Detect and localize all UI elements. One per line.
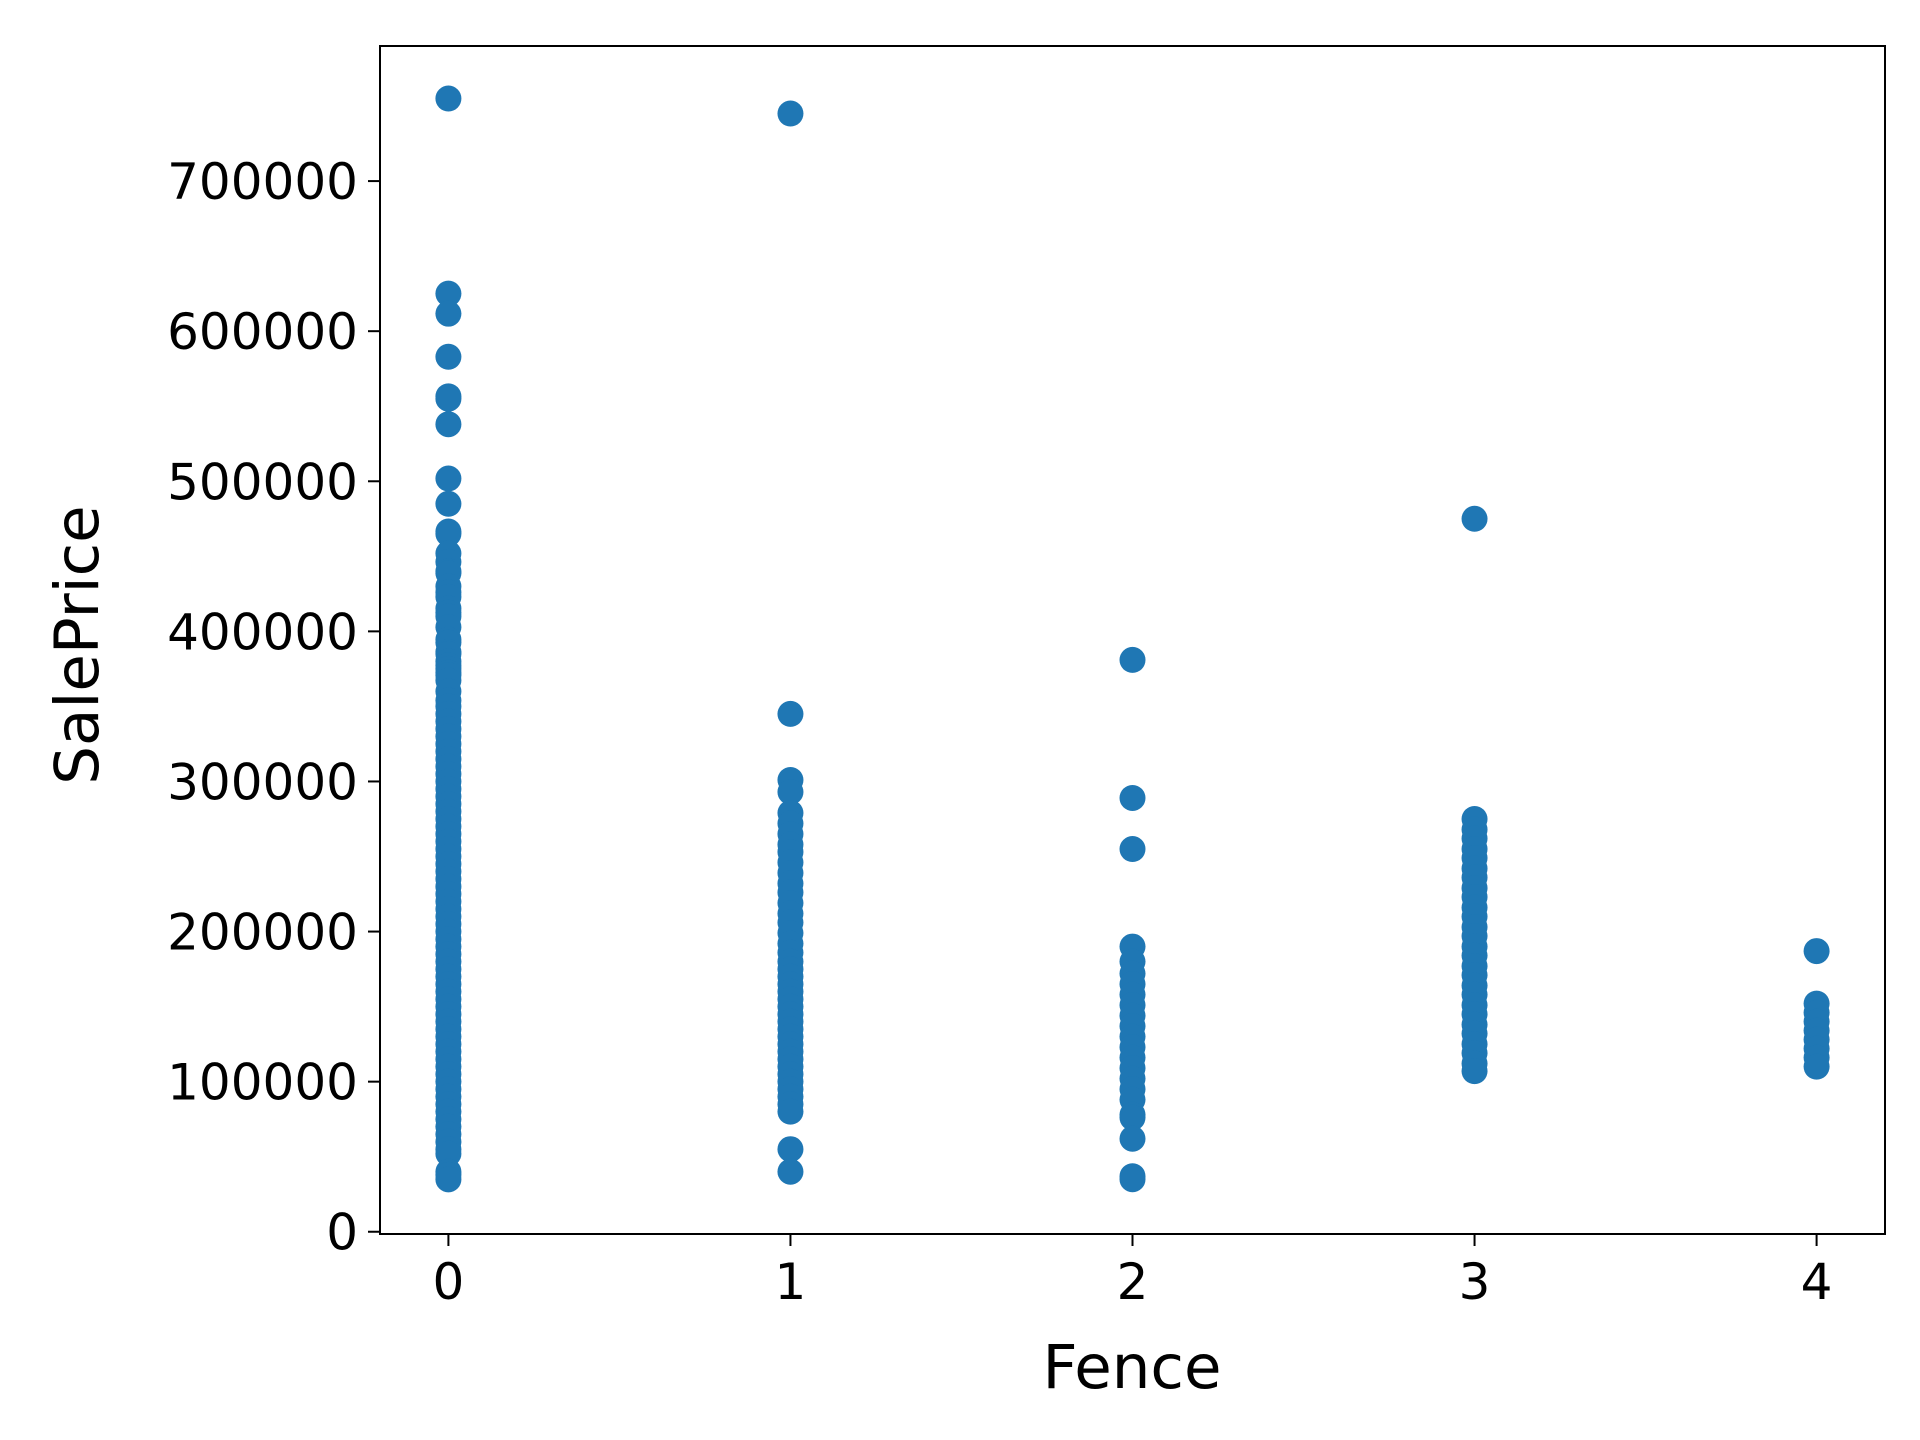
data-point bbox=[435, 411, 462, 438]
data-point bbox=[435, 280, 462, 307]
y-axis-ticks: 0 100000 200000 300000 400000 500000 600000 700… bbox=[167, 153, 380, 1262]
data-point bbox=[777, 1158, 804, 1185]
points-layer bbox=[435, 85, 1830, 1193]
y-tick-label: 400000 bbox=[167, 603, 358, 661]
data-point bbox=[1461, 505, 1488, 532]
data-point bbox=[1803, 938, 1830, 965]
y-tick-label: 200000 bbox=[167, 904, 358, 962]
data-point bbox=[1119, 836, 1146, 863]
y-tick-label: 100000 bbox=[167, 1054, 358, 1112]
x-tick-label: 1 bbox=[775, 1253, 807, 1311]
data-point bbox=[435, 300, 462, 327]
x-tick-label: 3 bbox=[1459, 1253, 1491, 1311]
y-tick-label: 700000 bbox=[167, 153, 358, 211]
data-point bbox=[435, 85, 462, 112]
data-point bbox=[435, 343, 462, 370]
data-point bbox=[1119, 646, 1146, 673]
data-point bbox=[1119, 1166, 1146, 1193]
data-point bbox=[777, 700, 804, 727]
x-tick-label: 2 bbox=[1117, 1253, 1149, 1311]
y-axis-label: SalePrice bbox=[42, 505, 113, 784]
data-point bbox=[435, 520, 462, 547]
data-point bbox=[777, 778, 804, 805]
data-point bbox=[435, 1166, 462, 1193]
data-point bbox=[1461, 1058, 1488, 1085]
x-tick-label: 0 bbox=[433, 1253, 465, 1311]
data-point bbox=[1119, 1104, 1146, 1131]
data-point bbox=[777, 100, 804, 127]
data-point bbox=[435, 1140, 462, 1167]
data-point bbox=[777, 1098, 804, 1125]
data-point bbox=[435, 385, 462, 412]
data-point bbox=[435, 465, 462, 492]
data-point bbox=[777, 1136, 804, 1163]
y-tick-label: 500000 bbox=[167, 453, 358, 511]
y-tick-label: 0 bbox=[326, 1204, 358, 1262]
data-point bbox=[1803, 1053, 1830, 1080]
data-point bbox=[1119, 1125, 1146, 1152]
y-tick-label: 600000 bbox=[167, 303, 358, 361]
data-point bbox=[435, 490, 462, 517]
x-axis-label: Fence bbox=[1042, 1332, 1221, 1403]
x-axis-ticks: 0 1 2 3 4 bbox=[433, 1234, 1833, 1311]
data-point bbox=[1119, 784, 1146, 811]
y-tick-label: 300000 bbox=[167, 753, 358, 811]
x-tick-label: 4 bbox=[1801, 1253, 1833, 1311]
